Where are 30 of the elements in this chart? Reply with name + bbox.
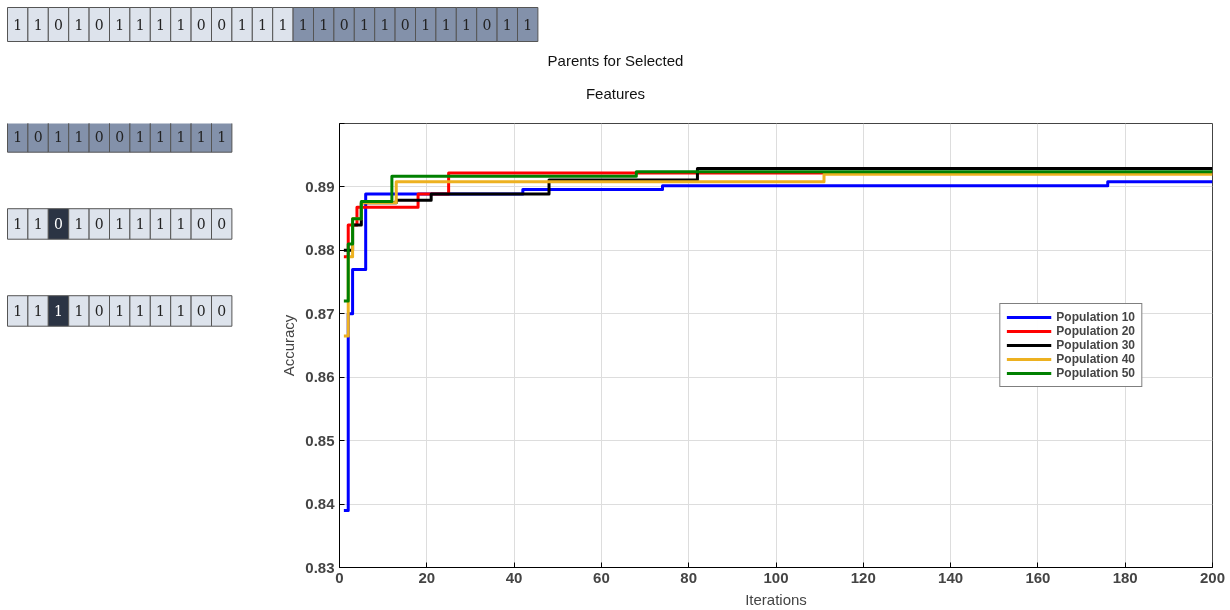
y-tick-label: 0.85 [305, 431, 335, 449]
chart-title: Parents for Selected Features [547, 52, 684, 102]
legend-label: Population 40 [1056, 352, 1135, 366]
x-tick-label: 80 [680, 568, 698, 586]
x-tick-label: 20 [418, 568, 436, 586]
y-tick-label: 0.83 [305, 558, 335, 576]
y-tick-label: 0.88 [305, 241, 335, 259]
x-axis-title: Iterations [745, 590, 807, 608]
y-tick-label: 0.87 [305, 304, 335, 322]
x-tick-label: 180 [1112, 568, 1138, 586]
x-tick-label: 40 [505, 568, 523, 586]
text: 1 1 0 1 0 1 1 1 1 0 0 [13, 216, 227, 233]
x-tick-label: 140 [938, 568, 964, 586]
legend-label: Population 20 [1056, 324, 1135, 338]
x-tick-label: 120 [850, 568, 876, 586]
x-tick-label: 200 [1199, 568, 1226, 586]
x-tick-label: 100 [763, 568, 789, 586]
y-axis-title: Accuracy [280, 314, 298, 377]
text: 1 0 1 1 0 0 1 1 1 1 1 [13, 129, 227, 146]
legend-label: Population 50 [1056, 366, 1135, 380]
y-tick-label: 0.86 [305, 368, 335, 386]
y-tick-label: 0.84 [305, 495, 336, 513]
legend-label: Population 30 [1056, 338, 1135, 352]
x-tick-label: 60 [593, 568, 610, 586]
text: 1 1 0 1 0 1 1 1 1 0 0 1 1 1 1 1 0 1 1 0 1 1 1 0 1 1 [13, 17, 533, 33]
x-tick-label: 160 [1025, 568, 1051, 586]
x-tick-label: 0 [335, 568, 344, 586]
text: 1 1 1 1 0 1 1 1 1 0 0 [13, 303, 227, 320]
y-tick-label: 0.89 [305, 177, 335, 195]
legend-label: Population 10 [1056, 310, 1135, 324]
